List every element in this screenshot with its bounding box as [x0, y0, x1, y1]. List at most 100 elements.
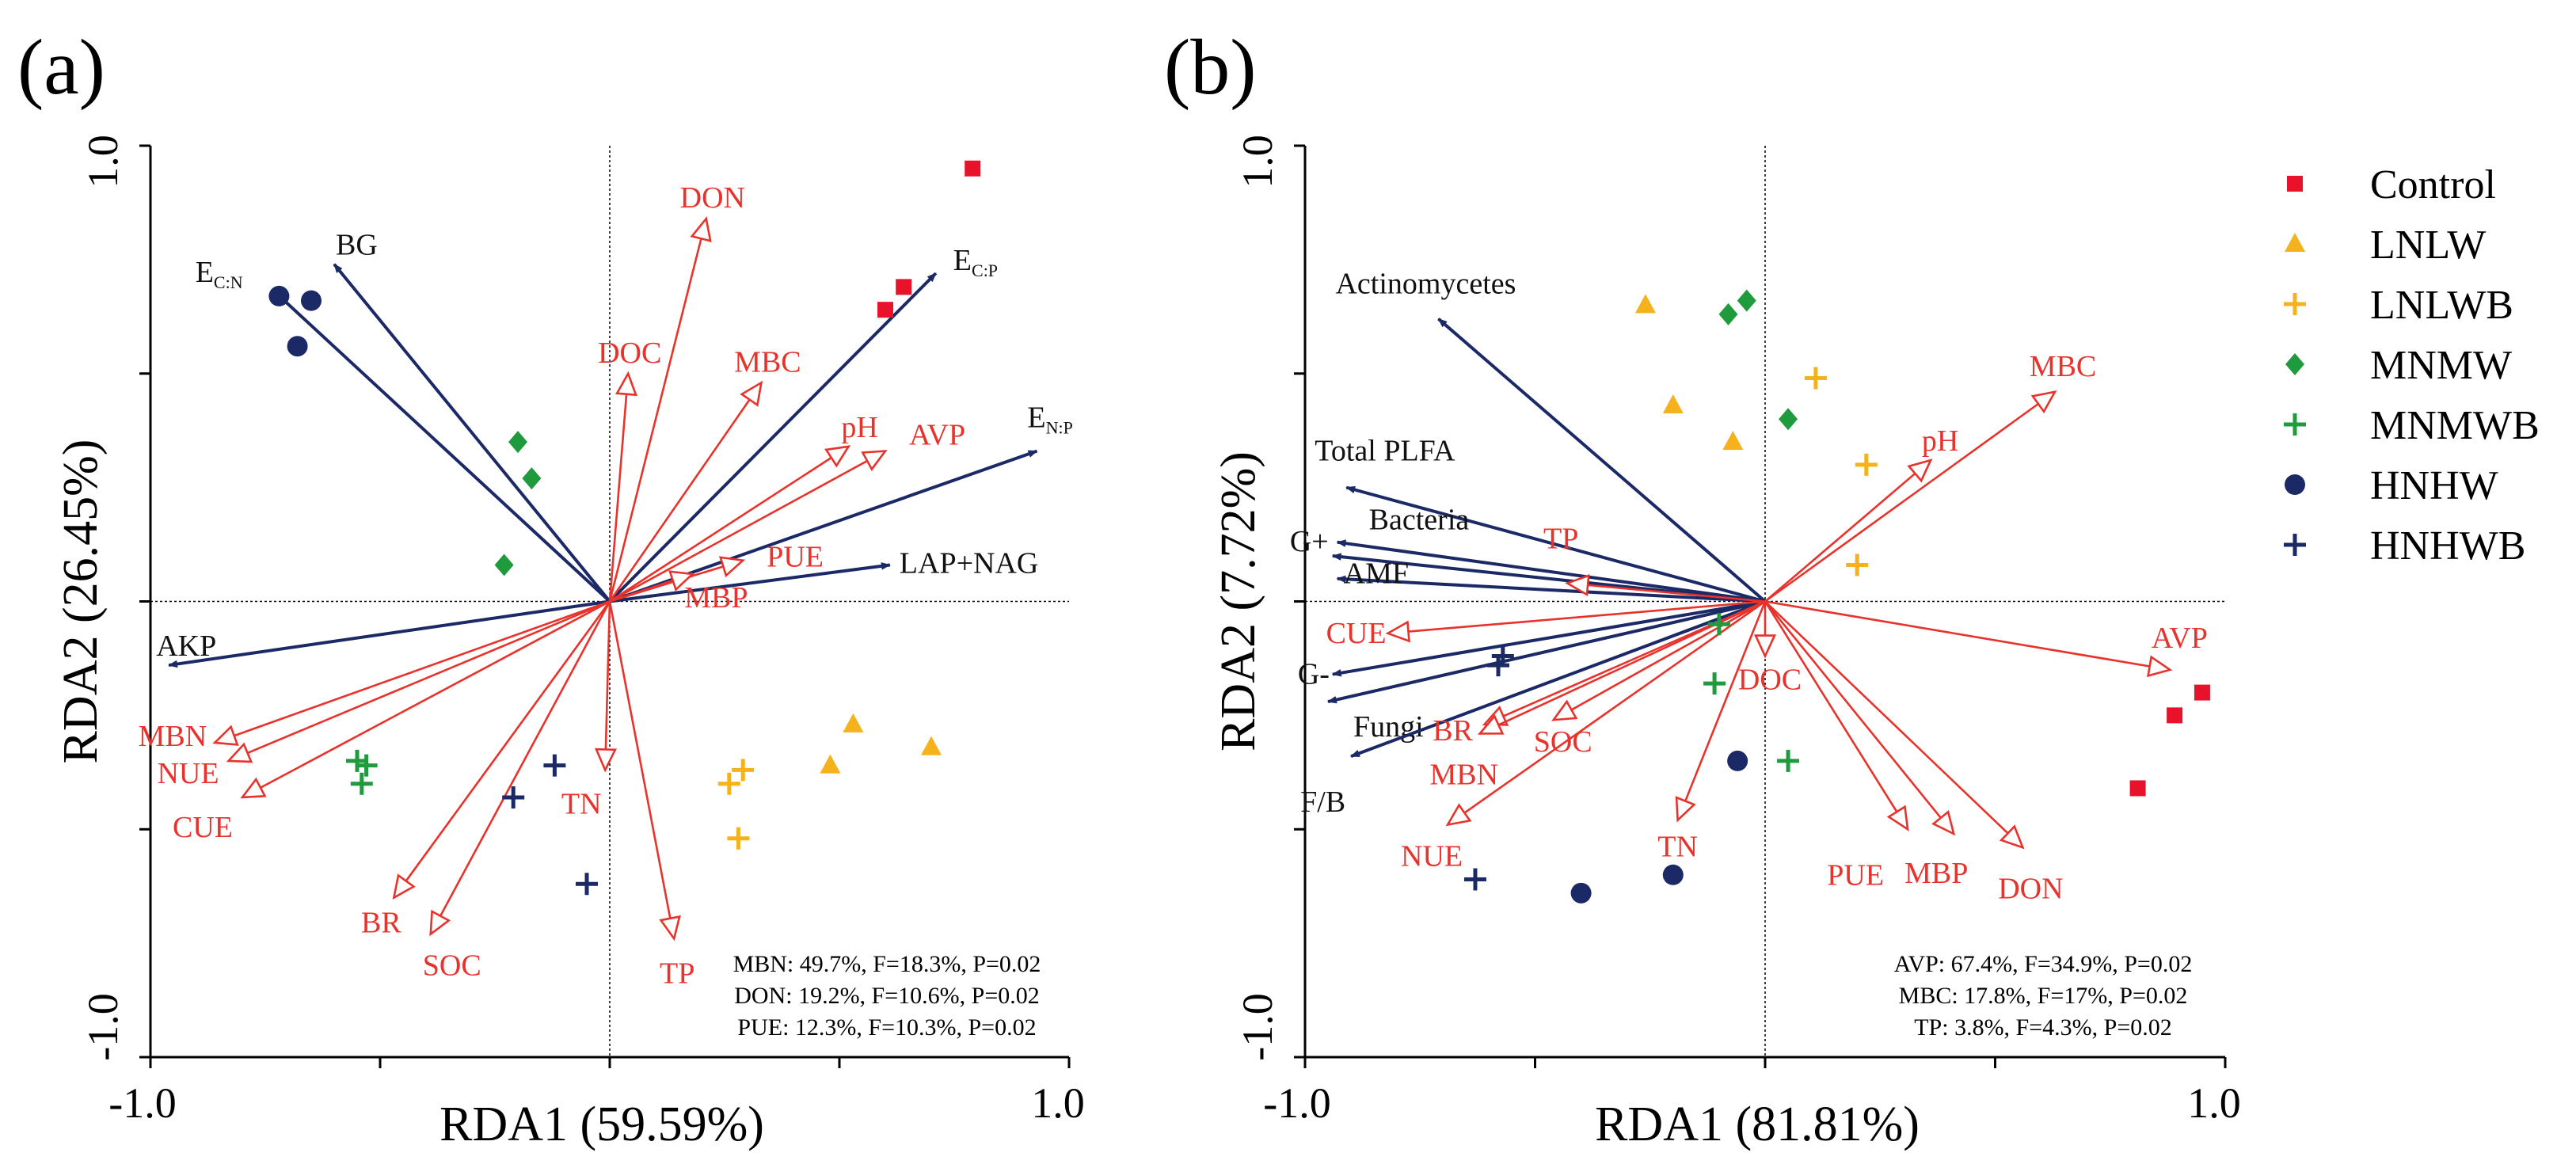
- point-hnhw: [1662, 864, 1684, 885]
- arrow-label-tn: TN: [561, 787, 602, 820]
- arrow-head-soc: [429, 909, 451, 937]
- point-mnmwb: [355, 754, 378, 777]
- legend-marker-mnmw: [2285, 353, 2304, 375]
- point-lnlw: [1662, 394, 1684, 414]
- stats-line: PUE: 12.3%, F=10.3%, P=0.02: [737, 1014, 1036, 1041]
- arrow-head-tp: [1565, 574, 1590, 596]
- arrow-head-mbc: [2030, 390, 2057, 414]
- arrow-label-mbp: MBP: [1904, 857, 1968, 890]
- arrow-label-don: DON: [680, 181, 745, 215]
- arrow-label-tp: TP: [660, 957, 694, 990]
- point-lnlwb: [732, 759, 755, 782]
- arrow-ph: [609, 456, 832, 603]
- point-lnlwb: [1846, 554, 1869, 576]
- arrow-don: [1764, 600, 2009, 835]
- stats-line: MBN: 49.7%, F=18.3%, P=0.02: [733, 951, 1041, 977]
- point-mnmw: [522, 467, 542, 490]
- arrow-label-soc: SOC: [423, 949, 481, 983]
- arrow-amf: [1336, 575, 1766, 603]
- point-hnhw: [287, 336, 308, 357]
- arrow-label-f-b: F/B: [1300, 786, 1345, 819]
- arrow-head-mbc: [740, 380, 763, 407]
- point-control: [896, 279, 912, 295]
- legend-label-hnhwb: HNHWB: [2370, 523, 2525, 569]
- arrow-soc: [1570, 600, 1766, 711]
- arrow-avp: [609, 459, 868, 603]
- arrow-nue: [247, 600, 611, 755]
- point-control: [877, 302, 893, 318]
- point-hnhwb: [502, 786, 525, 808]
- legend-marker-hnhw: [2285, 474, 2305, 495]
- arrow-tn: [604, 601, 611, 750]
- arrow-label-cue: CUE: [173, 811, 233, 844]
- arrow-head-cue: [1385, 620, 1410, 643]
- arrow-mbc: [608, 398, 751, 603]
- arrow-label-tn: TN: [1657, 831, 1698, 864]
- arrow-label-mbc: MBC: [2030, 350, 2096, 383]
- arrow-label-bacteria: Bacteria: [1369, 504, 1470, 537]
- arrow-label-fungi: Fungi: [1353, 710, 1424, 744]
- arrow-head-ph: [1907, 458, 1933, 483]
- arrow-nue: [1463, 600, 1766, 814]
- y-tick-label: 1.0: [79, 135, 127, 188]
- legend: Control LNLW LNLWB MNMW MNMWB HNHW HNHWB: [2284, 162, 2540, 569]
- arrow-head-ph: [824, 445, 851, 468]
- point-mnmw: [508, 431, 527, 454]
- point-lnlwb: [717, 772, 740, 795]
- arrow-f-b: [1349, 599, 1766, 759]
- arrow-head-tn: [594, 748, 617, 773]
- arrow-label-bg: BG: [336, 229, 378, 262]
- arrow-ph: [1764, 472, 1916, 603]
- arrow-soc: [439, 600, 611, 917]
- legend-label-lnlwb: LNLWB: [2370, 283, 2513, 328]
- legend-label-mnmwb: MNMWB: [2370, 403, 2540, 448]
- panel-a: -1.0 1.0 1.0 -1.0 RDA1 (59.59%) RDA2 (26.45%)…: [17, 23, 1085, 1151]
- arrow-head-don: [690, 216, 712, 242]
- arrow-actinomycetes: [1437, 318, 1767, 603]
- legend-marker-mnmwb: [2284, 413, 2306, 436]
- arrow-label-akp: AKP: [156, 630, 216, 663]
- arrow-mbp: [609, 579, 674, 603]
- arrow-label-g: G-: [1298, 658, 1330, 691]
- x-tick-label: 1.0: [1031, 1079, 1085, 1127]
- arrow-label-mbc: MBC: [734, 345, 801, 379]
- point-mnmwb: [1777, 749, 1800, 772]
- arrow-br: [405, 600, 611, 882]
- y-tick-label: 1.0: [1234, 135, 1281, 188]
- arrow-label-avp: AVP: [909, 419, 965, 452]
- arrow-lap-nag: [609, 562, 891, 603]
- x-tick-label: 1.0: [2187, 1079, 2241, 1127]
- arrow-head-avp: [2147, 655, 2173, 678]
- legend-marker-lnlwb: [2284, 293, 2306, 315]
- arrow-label-ph: pH: [1922, 424, 1958, 458]
- arrow-head-mbp: [668, 570, 695, 592]
- point-hnhw: [1727, 750, 1748, 771]
- arrow-head-nue: [226, 742, 253, 763]
- y-tick-label: -1.0: [79, 993, 127, 1060]
- arrow-label-e-n-p: EN:P: [1027, 401, 1072, 438]
- arrow-tn: [1684, 601, 1767, 802]
- arrow-label-nue: NUE: [1401, 839, 1463, 873]
- arrow-avp: [1764, 600, 2150, 668]
- arrow-head-mbp: [1931, 809, 1956, 836]
- arrow-label-don: DON: [1998, 872, 2063, 905]
- arrow-head-pue: [718, 556, 746, 578]
- arrow-mbc: [1764, 402, 2039, 603]
- point-lnlw: [820, 754, 841, 774]
- arrow-akp: [168, 599, 611, 668]
- legend-marker-hnhwb: [2284, 534, 2306, 556]
- point-lnlw: [921, 736, 942, 755]
- arrow-total-plfa: [1345, 485, 1766, 603]
- arrow-bg: [333, 263, 611, 603]
- arrow-label-nue: NUE: [157, 757, 219, 790]
- legend-label-hnhw: HNHW: [2370, 463, 2498, 508]
- arrow-label-actinomycetes: Actinomycetes: [1335, 268, 1516, 301]
- arrow-head-don: [1999, 824, 2025, 850]
- arrow-label-br: BR: [1433, 714, 1473, 748]
- y-tick-label: -1.0: [1234, 993, 1281, 1060]
- y-axis-title: RDA2 (7.72%): [1212, 451, 1265, 751]
- point-mnmwb: [1707, 613, 1730, 636]
- arrow-pue: [1764, 600, 1898, 812]
- stats-line: TP: 3.8%, F=4.3%, P=0.02: [1914, 1014, 2172, 1041]
